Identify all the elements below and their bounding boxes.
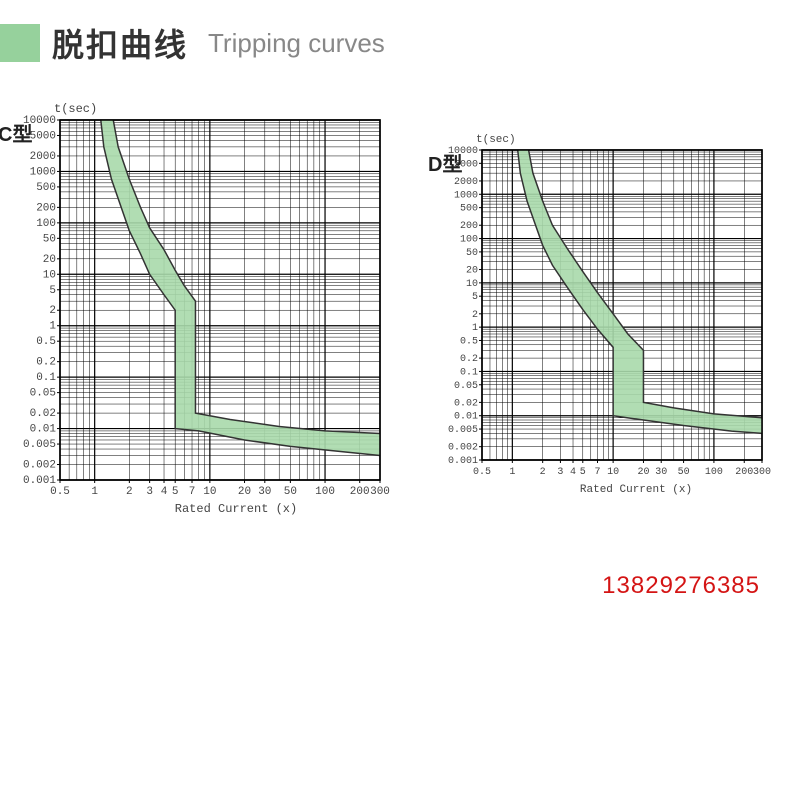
- svg-text:5: 5: [472, 292, 478, 303]
- chart-c-type-label: C型: [0, 118, 32, 147]
- svg-text:100: 100: [460, 235, 478, 246]
- svg-text:2: 2: [540, 467, 546, 478]
- svg-text:100: 100: [705, 467, 723, 478]
- chart-d-type-label: D型: [428, 148, 462, 177]
- svg-text:7: 7: [189, 486, 196, 498]
- svg-text:7: 7: [595, 467, 601, 478]
- chart-c-svg: 0.0010.0020.0050.010.020.050.10.20.51251…: [0, 100, 420, 530]
- svg-text:2: 2: [472, 310, 478, 321]
- svg-text:50: 50: [43, 233, 56, 245]
- svg-text:200: 200: [36, 202, 56, 214]
- svg-text:2: 2: [126, 486, 133, 498]
- svg-text:0.02: 0.02: [30, 408, 56, 420]
- svg-text:10: 10: [607, 467, 619, 478]
- svg-text:t(sec): t(sec): [476, 134, 516, 146]
- svg-text:2000: 2000: [454, 177, 478, 188]
- svg-text:Rated Current (x): Rated Current (x): [580, 484, 692, 496]
- svg-text:0.005: 0.005: [448, 425, 478, 436]
- svg-text:5: 5: [580, 467, 586, 478]
- svg-text:t(sec): t(sec): [54, 102, 97, 116]
- header-accent-block: [0, 24, 40, 62]
- svg-text:0.05: 0.05: [30, 388, 56, 400]
- svg-text:4: 4: [570, 467, 576, 478]
- svg-text:5: 5: [49, 285, 56, 297]
- svg-text:200: 200: [460, 221, 478, 232]
- svg-text:1000: 1000: [454, 190, 478, 201]
- svg-text:20: 20: [43, 254, 56, 266]
- svg-text:4: 4: [161, 486, 168, 498]
- svg-text:1000: 1000: [30, 166, 56, 178]
- svg-text:2: 2: [49, 305, 56, 317]
- svg-text:50: 50: [678, 467, 690, 478]
- svg-text:50: 50: [284, 486, 297, 498]
- svg-text:20: 20: [637, 467, 649, 478]
- svg-text:300: 300: [753, 467, 771, 478]
- svg-text:0.5: 0.5: [473, 467, 491, 478]
- svg-text:30: 30: [258, 486, 271, 498]
- svg-text:0.005: 0.005: [23, 439, 56, 451]
- svg-text:10: 10: [466, 279, 478, 290]
- svg-text:500: 500: [36, 182, 56, 194]
- svg-text:300: 300: [370, 486, 390, 498]
- page-header: 脱扣曲线 Tripping curves: [0, 20, 385, 66]
- svg-text:2000: 2000: [30, 151, 56, 163]
- svg-text:100: 100: [36, 218, 56, 230]
- svg-text:30: 30: [655, 467, 667, 478]
- watermark-text: 13829276385: [602, 572, 760, 600]
- svg-text:20: 20: [238, 486, 251, 498]
- svg-text:0.002: 0.002: [23, 460, 56, 472]
- svg-text:1: 1: [91, 486, 98, 498]
- svg-text:5000: 5000: [30, 130, 56, 142]
- svg-text:100: 100: [315, 486, 335, 498]
- svg-text:3: 3: [146, 486, 153, 498]
- svg-text:500: 500: [460, 204, 478, 215]
- svg-text:10: 10: [43, 269, 56, 281]
- svg-text:0.2: 0.2: [460, 354, 478, 365]
- chart-d-svg: 0.001 0.002 0.005 0.01 0.02 0.05 0.1 0.2 0.5 1 2 5 1…: [430, 130, 800, 510]
- svg-text:0.02: 0.02: [454, 398, 478, 409]
- svg-text:0.5: 0.5: [36, 336, 56, 348]
- svg-text:0.2: 0.2: [36, 357, 56, 369]
- chart-c-container: C型 0.0010.0020.0050.010.020.050.10.20.51…: [0, 100, 420, 535]
- svg-text:0.001: 0.001: [448, 456, 478, 467]
- svg-text:0.1: 0.1: [36, 372, 56, 384]
- svg-text:200: 200: [350, 486, 370, 498]
- svg-text:Rated Current (x): Rated Current (x): [175, 502, 297, 516]
- svg-text:20: 20: [466, 266, 478, 277]
- svg-text:3: 3: [557, 467, 563, 478]
- svg-text:0.01: 0.01: [454, 412, 478, 423]
- svg-text:1: 1: [49, 321, 56, 333]
- svg-text:5: 5: [172, 486, 179, 498]
- svg-text:0.01: 0.01: [30, 424, 57, 436]
- svg-text:10: 10: [203, 486, 216, 498]
- svg-text:200: 200: [735, 467, 753, 478]
- svg-text:0.05: 0.05: [454, 381, 478, 392]
- svg-text:1: 1: [509, 467, 515, 478]
- svg-text:0.5: 0.5: [460, 336, 478, 347]
- svg-text:1: 1: [472, 323, 478, 334]
- svg-text:50: 50: [466, 248, 478, 259]
- svg-text:0.5: 0.5: [50, 486, 70, 498]
- header-title-en: Tripping curves: [208, 28, 385, 59]
- chart-d-container: D型 0.001 0.002 0.005 0.01 0.02 0.05 0.1 0.2 0.5 1…: [430, 130, 800, 515]
- svg-text:0.002: 0.002: [448, 443, 478, 454]
- svg-text:0.1: 0.1: [460, 367, 478, 378]
- header-title-cn: 脱扣曲线: [52, 20, 188, 66]
